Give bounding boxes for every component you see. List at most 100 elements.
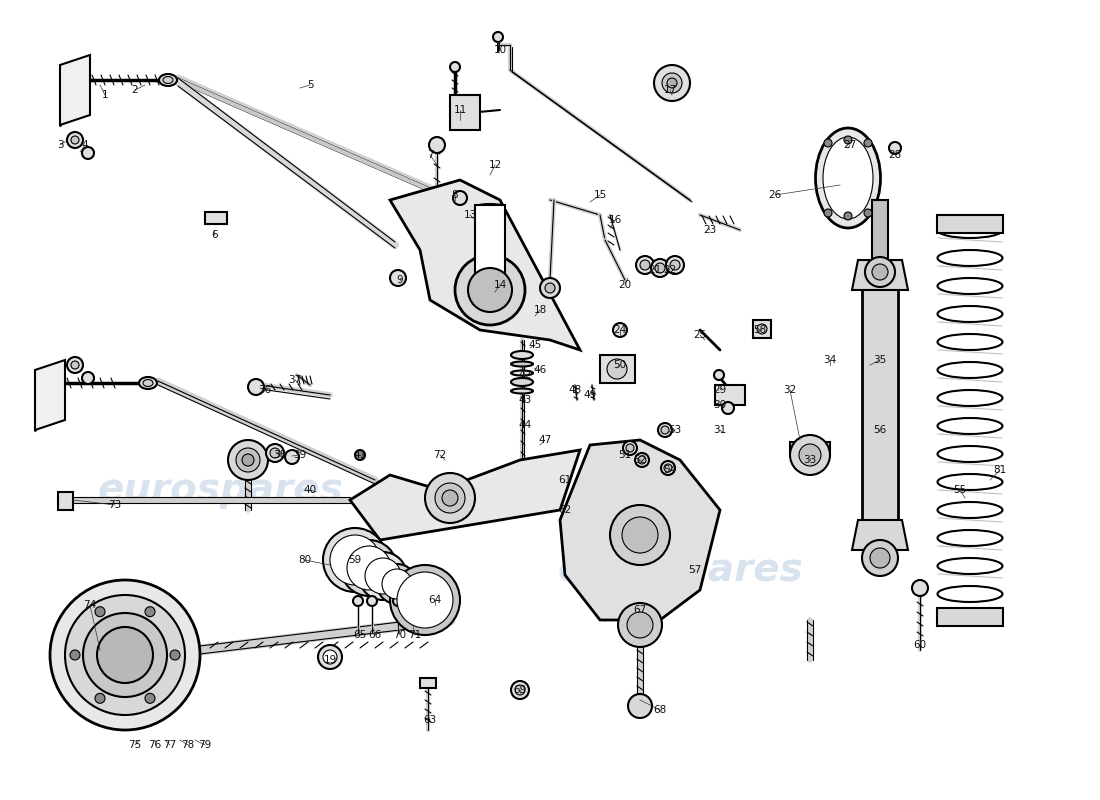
Text: 77: 77 xyxy=(164,740,177,750)
Text: 59: 59 xyxy=(349,555,362,565)
Circle shape xyxy=(359,552,407,600)
Polygon shape xyxy=(852,520,907,550)
Circle shape xyxy=(434,483,465,513)
Circle shape xyxy=(50,580,200,730)
Circle shape xyxy=(442,490,458,506)
Ellipse shape xyxy=(160,74,177,86)
Circle shape xyxy=(661,426,669,434)
Text: 30: 30 xyxy=(714,400,727,410)
Circle shape xyxy=(870,548,890,568)
Bar xyxy=(754,320,771,338)
Text: 20: 20 xyxy=(618,280,631,290)
Text: 6: 6 xyxy=(211,230,218,240)
Bar xyxy=(420,678,436,688)
Circle shape xyxy=(824,209,832,217)
Circle shape xyxy=(626,444,634,452)
Ellipse shape xyxy=(475,211,505,218)
Text: 65: 65 xyxy=(353,630,366,640)
Bar xyxy=(790,442,830,452)
Text: 48: 48 xyxy=(569,385,582,395)
Text: 18: 18 xyxy=(534,305,547,315)
Ellipse shape xyxy=(475,251,505,258)
Text: 41: 41 xyxy=(353,450,366,460)
Ellipse shape xyxy=(475,203,505,210)
Circle shape xyxy=(82,147,94,159)
Ellipse shape xyxy=(937,306,1002,322)
Circle shape xyxy=(430,587,440,597)
Text: 74: 74 xyxy=(84,600,97,610)
Text: 69: 69 xyxy=(514,685,527,695)
Circle shape xyxy=(397,572,453,628)
Text: 38: 38 xyxy=(274,450,287,460)
Circle shape xyxy=(355,450,365,460)
Text: 7: 7 xyxy=(427,150,433,160)
Text: 63: 63 xyxy=(424,715,437,725)
Text: 43: 43 xyxy=(518,395,531,405)
Text: 68: 68 xyxy=(653,705,667,715)
Circle shape xyxy=(790,435,830,475)
Text: 35: 35 xyxy=(873,355,887,365)
Ellipse shape xyxy=(512,370,534,375)
Text: 9: 9 xyxy=(397,275,404,285)
Text: 52: 52 xyxy=(634,455,647,465)
Bar xyxy=(205,212,227,224)
Circle shape xyxy=(844,212,852,220)
Circle shape xyxy=(658,423,672,437)
Circle shape xyxy=(540,278,560,298)
Circle shape xyxy=(346,546,390,590)
Text: 23: 23 xyxy=(703,225,716,235)
Ellipse shape xyxy=(475,243,505,250)
Circle shape xyxy=(341,540,397,596)
Circle shape xyxy=(722,402,734,414)
Ellipse shape xyxy=(512,362,534,366)
Text: 76: 76 xyxy=(148,740,162,750)
Circle shape xyxy=(623,441,637,455)
Ellipse shape xyxy=(937,418,1002,434)
Circle shape xyxy=(408,596,418,606)
Circle shape xyxy=(330,535,380,585)
Ellipse shape xyxy=(937,278,1002,294)
Text: 10: 10 xyxy=(494,45,507,55)
Circle shape xyxy=(242,454,254,466)
Circle shape xyxy=(493,32,503,42)
Text: 16: 16 xyxy=(608,215,622,225)
Ellipse shape xyxy=(512,351,534,359)
Text: 28: 28 xyxy=(889,150,902,160)
Ellipse shape xyxy=(512,378,534,386)
Ellipse shape xyxy=(815,128,880,228)
Text: 36: 36 xyxy=(258,385,272,395)
Ellipse shape xyxy=(475,235,505,242)
Text: 49: 49 xyxy=(583,390,596,400)
Bar xyxy=(58,492,73,510)
Ellipse shape xyxy=(937,530,1002,546)
Ellipse shape xyxy=(937,474,1002,490)
Circle shape xyxy=(621,517,658,553)
Text: 11: 11 xyxy=(453,105,466,115)
Text: 39: 39 xyxy=(294,450,307,460)
Ellipse shape xyxy=(143,379,153,386)
Circle shape xyxy=(865,257,895,287)
Circle shape xyxy=(872,264,888,280)
Circle shape xyxy=(170,650,180,660)
Circle shape xyxy=(627,612,653,638)
Circle shape xyxy=(377,564,417,604)
Polygon shape xyxy=(390,180,580,350)
Circle shape xyxy=(429,137,446,153)
Circle shape xyxy=(515,685,525,695)
Circle shape xyxy=(635,453,649,467)
Ellipse shape xyxy=(937,502,1002,518)
Circle shape xyxy=(67,132,82,148)
Circle shape xyxy=(367,596,377,606)
Text: 31: 31 xyxy=(714,425,727,435)
Text: 66: 66 xyxy=(368,630,382,640)
Circle shape xyxy=(266,444,284,462)
Polygon shape xyxy=(450,95,480,130)
Text: 73: 73 xyxy=(109,500,122,510)
Circle shape xyxy=(654,263,666,273)
Text: 70: 70 xyxy=(394,630,407,640)
Circle shape xyxy=(512,681,529,699)
Circle shape xyxy=(323,650,337,664)
Circle shape xyxy=(607,359,627,379)
Circle shape xyxy=(97,627,153,683)
Bar xyxy=(937,215,1003,233)
